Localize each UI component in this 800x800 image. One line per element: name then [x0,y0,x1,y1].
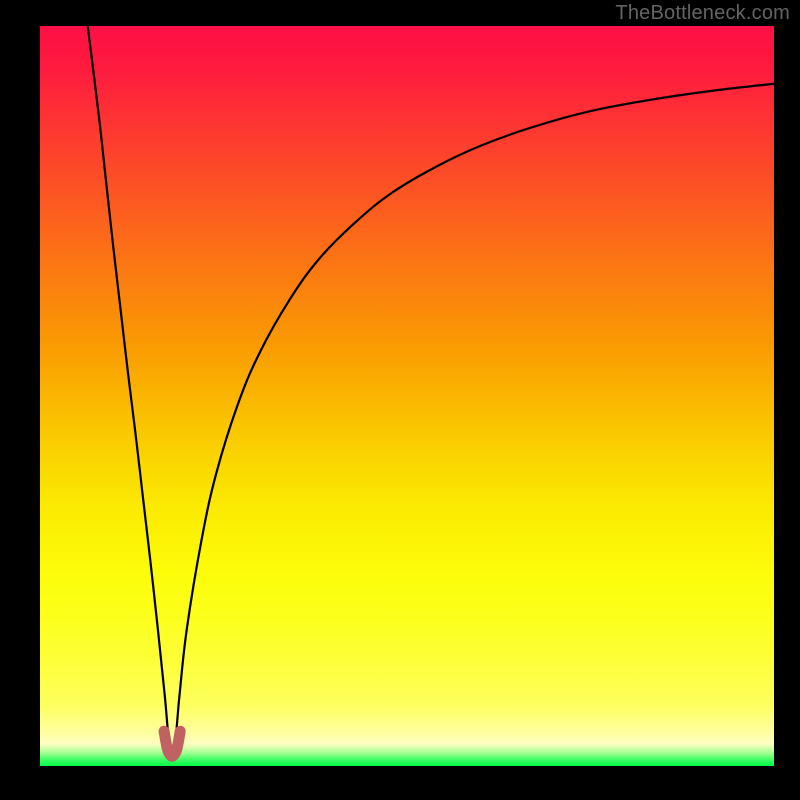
plot-area [40,26,774,766]
bottleneck-chart: TheBottleneck.com [0,0,800,800]
watermark-text: TheBottleneck.com [615,2,790,25]
chart-svg [40,26,774,766]
curve-minimum-highlight [164,731,180,756]
bottleneck-curve [88,26,774,756]
